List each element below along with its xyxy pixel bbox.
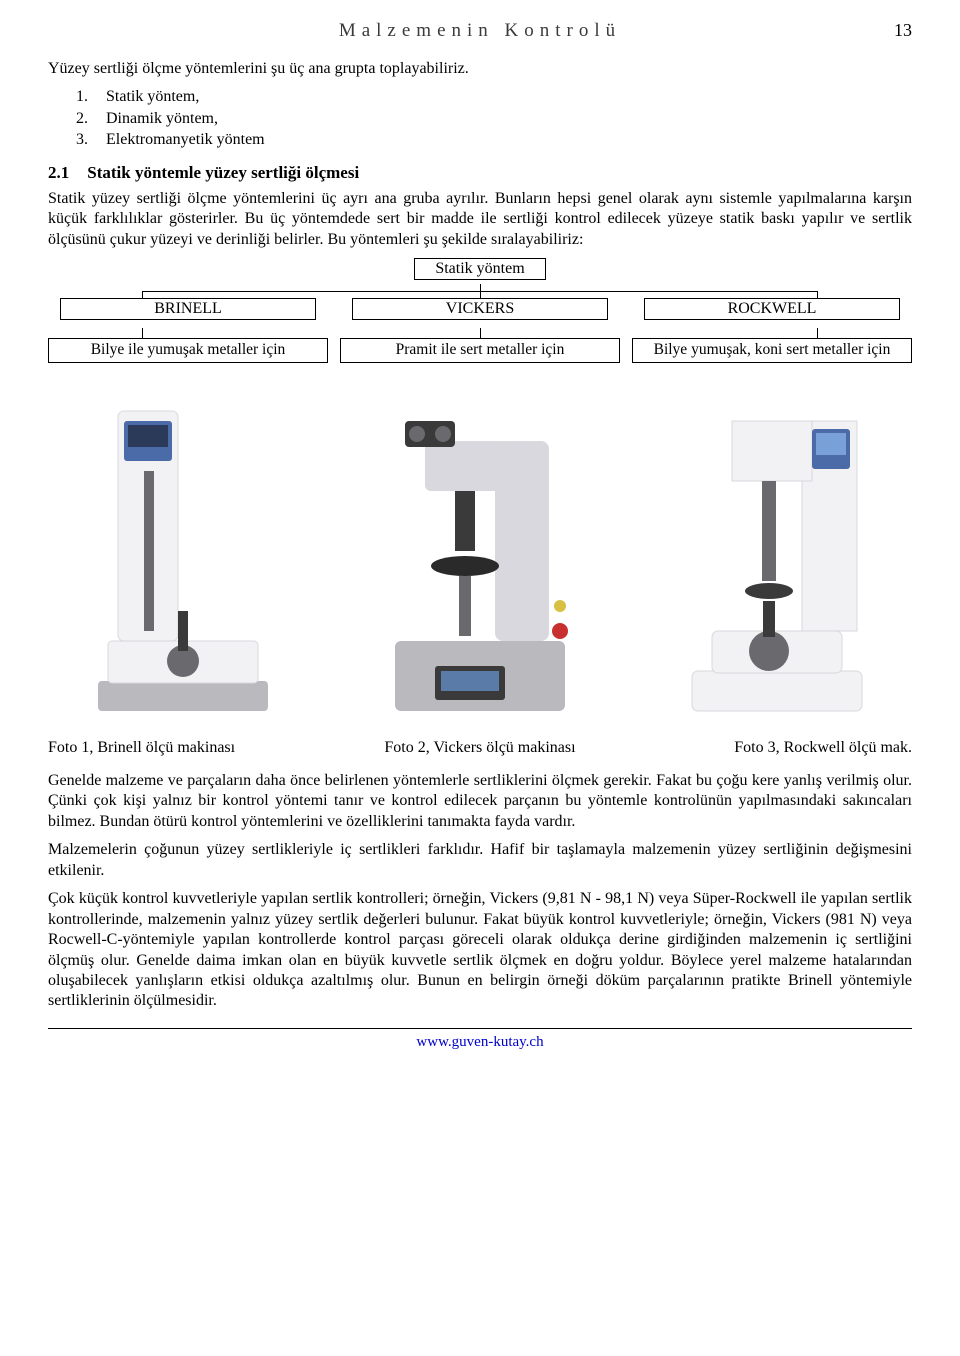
section-number: 2.1	[48, 163, 69, 183]
method-name: VICKERS	[352, 298, 608, 320]
methods-diagram: Statik yöntem BRINELL VICKERS ROCKWELL B…	[48, 258, 912, 363]
photo-brinell	[48, 381, 317, 721]
page-number: 13	[872, 20, 912, 41]
method-name: ROCKWELL	[644, 298, 900, 320]
rockwell-machine-icon	[662, 381, 892, 721]
paragraph-4: Çok küçük kontrol kuvvetleriyle yapılan …	[48, 889, 912, 1012]
list-num: 1.	[76, 86, 100, 108]
section-title: Statik yöntemle yüzey sertliği ölçmesi	[87, 163, 359, 183]
machine-photos	[48, 381, 912, 721]
caption-2: Foto 2, Vickers ölçü makinası	[340, 739, 620, 757]
diagram-desc-row: Bilye ile yumuşak metaller için Pramit i…	[48, 338, 912, 363]
paragraph-2: Genelde malzeme ve parçaların daha önce …	[48, 771, 912, 832]
methods-list: 1. Statik yöntem, 2. Dinamik yöntem, 3. …	[76, 86, 912, 151]
caption-1: Foto 1, Brinell ölçü makinası	[48, 739, 328, 757]
diagram-connector	[48, 284, 912, 298]
paragraph-3: Malzemelerin çoğunun yüzey sertlikleriyl…	[48, 840, 912, 881]
diagram-root-row: Statik yöntem	[48, 258, 912, 280]
photo-vickers	[345, 381, 614, 721]
footer-url[interactable]: www.guven-kutay.ch	[416, 1034, 543, 1050]
diagram-desc-rockwell: Bilye yumuşak, koni sert metaller için	[632, 338, 912, 363]
diagram-desc-vickers: Pramit ile sert metaller için	[340, 338, 620, 363]
list-num: 3.	[76, 129, 100, 151]
header-title: Malzemenin Kontrolü	[88, 20, 872, 42]
method-desc: Bilye ile yumuşak metaller için	[48, 338, 328, 363]
photo-captions: Foto 1, Brinell ölçü makinası Foto 2, Vi…	[48, 739, 912, 757]
list-label: Dinamik yöntem,	[106, 108, 218, 130]
method-name: BRINELL	[60, 298, 316, 320]
method-desc: Pramit ile sert metaller için	[340, 338, 620, 363]
intro-text: Yüzey sertliği ölçme yöntemlerini şu üç …	[48, 60, 912, 78]
paragraph-1: Statik yüzey sertliği ölçme yöntemlerini…	[48, 189, 912, 250]
diagram-methods-row: BRINELL VICKERS ROCKWELL	[48, 298, 912, 328]
vickers-machine-icon	[365, 381, 595, 721]
photo-rockwell	[643, 381, 912, 721]
section-heading: 2.1 Statik yöntemle yüzey sertliği ölçme…	[48, 163, 912, 183]
list-item: 2. Dinamik yöntem,	[76, 108, 912, 130]
diagram-desc-brinell: Bilye ile yumuşak metaller için	[48, 338, 328, 363]
list-label: Elektromanyetik yöntem	[106, 129, 265, 151]
method-desc: Bilye yumuşak, koni sert metaller için	[632, 338, 912, 363]
caption-3: Foto 3, Rockwell ölçü mak.	[632, 739, 912, 757]
brinell-machine-icon	[68, 381, 298, 721]
diagram-col-vickers: VICKERS	[340, 298, 620, 328]
diagram-col-rockwell: ROCKWELL	[632, 298, 912, 328]
diagram-col-brinell: BRINELL	[48, 298, 328, 328]
page-header: Malzemenin Kontrolü 13	[48, 20, 912, 42]
list-num: 2.	[76, 108, 100, 130]
diagram-root-box: Statik yöntem	[414, 258, 545, 280]
diagram-connector-2	[48, 328, 912, 338]
page-footer: www.guven-kutay.ch	[48, 1028, 912, 1051]
list-label: Statik yöntem,	[106, 86, 199, 108]
list-item: 1. Statik yöntem,	[76, 86, 912, 108]
list-item: 3. Elektromanyetik yöntem	[76, 129, 912, 151]
